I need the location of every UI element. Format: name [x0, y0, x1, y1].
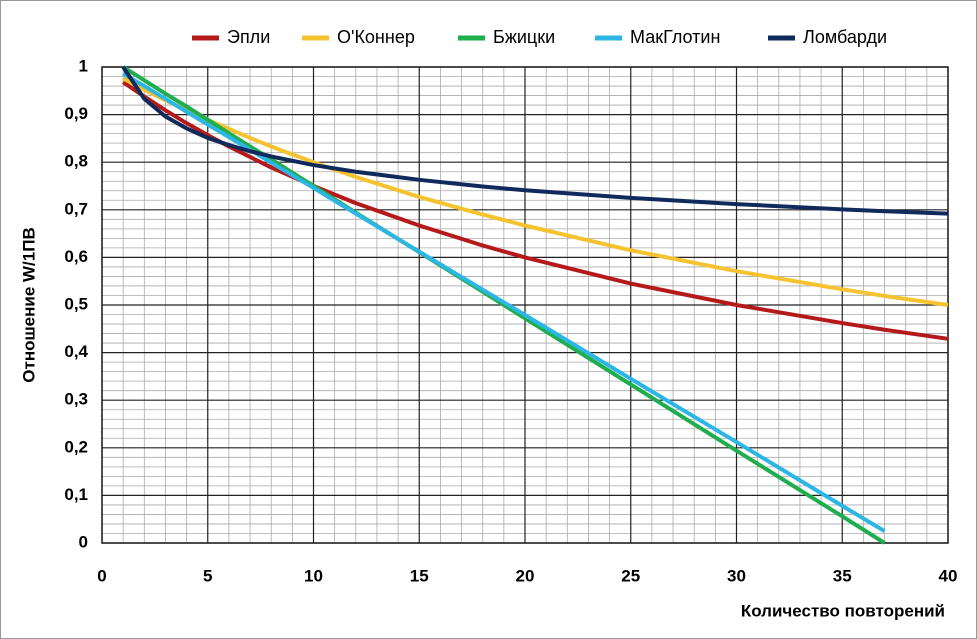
y-tick-label: 0,3 [64, 390, 88, 409]
x-tick-label: 40 [939, 566, 958, 585]
y-tick-label: 1 [79, 56, 88, 75]
legend-label: Эпли [227, 27, 270, 47]
x-tick-label: 10 [304, 566, 323, 585]
legend-label: Ломбарди [803, 27, 887, 47]
x-tick-label: 35 [833, 566, 852, 585]
y-tick-label: 0,7 [64, 199, 88, 218]
y-tick-label: 0,4 [64, 342, 88, 361]
x-tick-label: 15 [410, 566, 429, 585]
legend-label: МакГлотин [630, 27, 720, 47]
y-tick-label: 0,6 [64, 247, 88, 266]
x-tick-label: 25 [621, 566, 640, 585]
series-line [122, 71, 886, 533]
series-line [121, 65, 949, 216]
y-tick-label: 0,9 [64, 104, 88, 123]
y-tick-label: 0,5 [64, 294, 88, 313]
y-tick-label: 0 [79, 532, 88, 551]
legend-label: О'Коннер [337, 27, 415, 47]
x-axis-title: Количество повторений [741, 601, 945, 620]
series-line [122, 80, 949, 341]
x-tick-label: 30 [727, 566, 746, 585]
legend-label: Бжицки [493, 27, 555, 47]
x-tick-label: 5 [203, 566, 212, 585]
y-tick-label: 0,8 [64, 152, 88, 171]
x-tick-label: 20 [516, 566, 535, 585]
y-tick-label: 0,1 [64, 485, 88, 504]
x-tick-label: 0 [97, 566, 106, 585]
y-axis-title: Отношение W/1ПВ [19, 227, 38, 382]
y-tick-label: 0,2 [64, 437, 88, 456]
